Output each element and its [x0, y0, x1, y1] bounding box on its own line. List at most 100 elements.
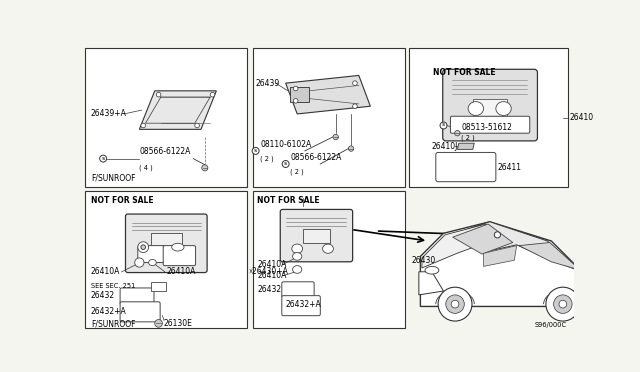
Text: ☓26430+A: ☓26430+A: [249, 267, 289, 276]
Text: 26410J: 26410J: [432, 142, 458, 151]
Text: SEE SEC. 251: SEE SEC. 251: [91, 283, 135, 289]
FancyBboxPatch shape: [451, 116, 530, 133]
Circle shape: [546, 287, 580, 321]
Circle shape: [252, 147, 259, 154]
Bar: [409, 48, 568, 187]
Text: 08566-6122A: 08566-6122A: [291, 153, 342, 162]
Circle shape: [100, 155, 107, 162]
Bar: [86, 191, 247, 328]
Circle shape: [293, 99, 298, 103]
Polygon shape: [458, 143, 474, 150]
Text: ( 2 ): ( 2 ): [291, 169, 304, 175]
Circle shape: [446, 295, 464, 313]
Text: NOT FOR SALE: NOT FOR SALE: [91, 196, 154, 205]
Circle shape: [353, 104, 357, 109]
Bar: [253, 48, 405, 187]
Circle shape: [282, 161, 289, 167]
FancyBboxPatch shape: [282, 296, 320, 316]
Polygon shape: [422, 224, 492, 268]
Circle shape: [454, 131, 460, 136]
Text: 26410A: 26410A: [257, 260, 287, 269]
Ellipse shape: [141, 245, 145, 250]
Text: 26439+A: 26439+A: [91, 109, 127, 118]
Text: ( 4 ): ( 4 ): [140, 165, 153, 171]
Bar: [151, 282, 166, 291]
Bar: [86, 48, 247, 187]
Circle shape: [451, 300, 459, 308]
FancyBboxPatch shape: [443, 69, 538, 141]
Text: 26130E: 26130E: [164, 319, 193, 328]
Circle shape: [440, 122, 447, 129]
Ellipse shape: [292, 266, 302, 273]
Polygon shape: [519, 243, 580, 270]
Text: 26410: 26410: [570, 113, 594, 122]
Ellipse shape: [148, 260, 156, 266]
Ellipse shape: [323, 244, 333, 253]
Text: 26410A: 26410A: [91, 267, 120, 276]
Polygon shape: [484, 246, 516, 266]
Text: S: S: [442, 124, 445, 128]
Bar: [253, 191, 405, 328]
Circle shape: [554, 295, 572, 313]
Ellipse shape: [292, 244, 303, 253]
Text: ( 2 ): ( 2 ): [260, 155, 274, 162]
Text: ( 2 ): ( 2 ): [461, 135, 475, 141]
Polygon shape: [140, 91, 216, 129]
FancyBboxPatch shape: [282, 282, 314, 297]
Text: S: S: [254, 149, 257, 153]
Circle shape: [353, 81, 357, 86]
Text: NOT FOR SALE: NOT FOR SALE: [433, 68, 495, 77]
Text: 08110-6102A: 08110-6102A: [260, 140, 312, 148]
Text: 26432: 26432: [91, 291, 115, 300]
Bar: [289, 87, 308, 102]
Circle shape: [210, 92, 215, 97]
FancyBboxPatch shape: [280, 209, 353, 262]
Bar: [151, 233, 182, 249]
Text: F/SUNROOF: F/SUNROOF: [91, 320, 135, 328]
Text: S96/000C: S96/000C: [534, 322, 566, 328]
Ellipse shape: [172, 243, 184, 251]
Circle shape: [494, 232, 500, 238]
Ellipse shape: [468, 102, 484, 115]
Text: S: S: [102, 157, 105, 161]
Circle shape: [141, 123, 145, 128]
Circle shape: [348, 146, 354, 151]
Text: F/SUNROOF: F/SUNROOF: [91, 173, 135, 183]
Text: 26432: 26432: [257, 285, 282, 294]
Polygon shape: [285, 76, 371, 114]
Text: 26410A: 26410A: [257, 271, 287, 280]
Text: 26410A: 26410A: [166, 267, 196, 276]
Ellipse shape: [425, 266, 439, 274]
Polygon shape: [419, 272, 444, 295]
Circle shape: [156, 92, 161, 97]
Circle shape: [155, 320, 163, 327]
Text: 08566-6122A: 08566-6122A: [140, 147, 191, 156]
Text: 26439: 26439: [255, 78, 280, 88]
Text: NOT FOR SALE: NOT FOR SALE: [257, 196, 320, 205]
Polygon shape: [452, 224, 513, 254]
Text: 08513-51612: 08513-51612: [461, 123, 512, 132]
Polygon shape: [451, 222, 582, 272]
Text: 26432+A: 26432+A: [91, 307, 127, 315]
FancyBboxPatch shape: [163, 246, 196, 266]
Circle shape: [438, 287, 472, 321]
Circle shape: [195, 123, 200, 128]
Ellipse shape: [138, 242, 148, 253]
Ellipse shape: [496, 102, 511, 115]
Text: 26411: 26411: [497, 163, 522, 172]
Circle shape: [293, 86, 298, 91]
Bar: [303, 229, 330, 243]
FancyBboxPatch shape: [120, 302, 160, 322]
Text: S: S: [284, 162, 287, 166]
Bar: [473, 99, 507, 116]
Ellipse shape: [135, 258, 144, 267]
Circle shape: [202, 165, 208, 171]
Circle shape: [559, 300, 566, 308]
Text: 26430: 26430: [411, 256, 435, 265]
FancyBboxPatch shape: [125, 214, 207, 273]
FancyBboxPatch shape: [436, 153, 496, 182]
Ellipse shape: [292, 253, 302, 260]
Polygon shape: [420, 222, 598, 307]
FancyBboxPatch shape: [138, 246, 166, 263]
FancyBboxPatch shape: [120, 288, 154, 305]
